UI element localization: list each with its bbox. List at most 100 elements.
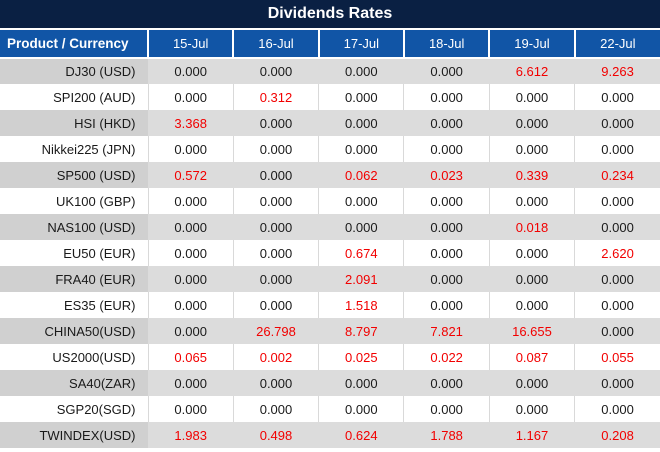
product-cell: FRA40 (EUR) [0, 266, 148, 292]
table-row: SGP20(SGD) 0.000 0.000 0.000 0.000 0.000 0.000 [0, 396, 660, 422]
dividend-value-cell: 0.000 [488, 370, 575, 396]
dividend-value-cell: 0.000 [232, 110, 319, 136]
table-row: Nikkei225 (JPN) 0.000 0.000 0.000 0.000 0.000… [0, 136, 660, 162]
dividend-value-cell: 0.000 [147, 188, 234, 214]
dividend-value-cell: 0.339 [488, 162, 575, 188]
dividend-value-cell: 0.000 [403, 214, 490, 240]
dividend-value-cell: 0.000 [403, 370, 490, 396]
table-row: CHINA50(USD) 0.000 26.798 8.797 7.821 16.655 0… [0, 318, 660, 344]
dividend-value-cell: 0.000 [574, 188, 660, 214]
header-row: Product / Currency 15-Jul 16-Jul 17-Jul 18-… [0, 30, 660, 59]
dividend-value-cell: 0.572 [147, 162, 234, 188]
dividend-value-cell: 0.065 [147, 344, 234, 370]
dividend-value-cell: 0.000 [574, 214, 660, 240]
dividend-value-cell: 0.624 [318, 422, 404, 448]
dividend-value-cell: 0.000 [318, 136, 404, 162]
dividend-value-cell: 0.312 [232, 84, 319, 110]
dividend-value-cell: 0.087 [488, 344, 575, 370]
dividend-value-cell: 0.000 [318, 110, 404, 136]
dividend-value-cell: 0.498 [232, 422, 319, 448]
table-row: SPI200 (AUD) 0.000 0.312 0.000 0.000 0.000 0.0… [0, 84, 660, 110]
dividend-value-cell: 0.000 [403, 266, 490, 292]
product-cell: SPI200 (AUD) [0, 84, 148, 110]
product-cell: SA40(ZAR) [0, 370, 148, 396]
dividend-value-cell: 0.000 [403, 136, 490, 162]
dividend-value-cell: 0.000 [488, 188, 575, 214]
table-row: US2000(USD) 0.065 0.002 0.025 0.022 0.087 0.05… [0, 344, 660, 370]
dividend-value-cell: 0.000 [147, 292, 234, 318]
dividend-value-cell: 0.000 [147, 396, 234, 422]
dividend-value-cell: 7.821 [403, 318, 490, 344]
dividend-value-cell: 0.000 [232, 188, 319, 214]
dividend-value-cell: 0.000 [318, 58, 404, 84]
dividend-value-cell: 0.062 [318, 162, 404, 188]
dividend-value-cell: 8.797 [318, 318, 404, 344]
dividend-value-cell: 0.000 [574, 292, 660, 318]
dividend-value-cell: 0.022 [403, 344, 490, 370]
dividend-value-cell: 0.674 [318, 240, 404, 266]
table-row: FRA40 (EUR) 0.000 0.000 2.091 0.000 0.000 0.00… [0, 266, 660, 292]
dividend-value-cell: 26.798 [232, 318, 319, 344]
dividend-value-cell: 2.091 [318, 266, 404, 292]
dividend-value-cell: 0.000 [488, 240, 575, 266]
table-row: DJ30 (USD) 0.000 0.000 0.000 0.000 6.612 9.263 [0, 58, 660, 84]
column-header-date: 16-Jul [232, 30, 319, 59]
product-cell: Nikkei225 (JPN) [0, 136, 148, 162]
table-row: UK100 (GBP) 0.000 0.000 0.000 0.000 0.000 0.00… [0, 188, 660, 214]
product-cell: TWINDEX(USD) [0, 422, 148, 448]
dividend-value-cell: 0.000 [403, 58, 490, 84]
dividend-value-cell: 0.000 [403, 396, 490, 422]
dividend-value-cell: 0.000 [147, 136, 234, 162]
dividend-value-cell: 0.000 [147, 58, 234, 84]
dividend-value-cell: 0.000 [574, 370, 660, 396]
dividend-value-cell: 0.000 [318, 84, 404, 110]
column-header-date: 15-Jul [146, 30, 234, 59]
dividend-value-cell: 0.000 [403, 84, 490, 110]
dividend-value-cell: 0.000 [232, 162, 319, 188]
product-cell: HSI (HKD) [0, 110, 148, 136]
dividend-value-cell: 0.000 [574, 318, 660, 344]
dividend-value-cell: 6.612 [488, 58, 575, 84]
table-row: HSI (HKD) 3.368 0.000 0.000 0.000 0.000 0.000 [0, 110, 660, 136]
dividend-value-cell: 16.655 [488, 318, 575, 344]
dividend-value-cell: 0.234 [574, 162, 660, 188]
dividend-value-cell: 0.000 [232, 266, 319, 292]
product-cell: UK100 (GBP) [0, 188, 148, 214]
dividend-value-cell: 0.000 [488, 292, 575, 318]
column-header-product: Product / Currency [0, 30, 148, 59]
dividend-value-cell: 0.000 [488, 84, 575, 110]
table-row: EU50 (EUR) 0.000 0.000 0.674 0.000 0.000 2.620 [0, 240, 660, 266]
column-header-date: 19-Jul [488, 30, 575, 59]
dividend-value-cell: 1.167 [488, 422, 575, 448]
dividend-value-cell: 0.000 [232, 396, 319, 422]
dividend-value-cell: 2.620 [574, 240, 660, 266]
dividend-value-cell: 0.000 [232, 214, 319, 240]
dividend-value-cell: 0.000 [318, 396, 404, 422]
dividend-value-cell: 0.000 [232, 370, 319, 396]
dividend-value-cell: 0.208 [574, 422, 660, 448]
product-cell: EU50 (EUR) [0, 240, 148, 266]
dividend-value-cell: 0.000 [574, 266, 660, 292]
dividend-value-cell: 0.000 [488, 266, 575, 292]
dividend-value-cell: 0.000 [403, 188, 490, 214]
column-header-date: 18-Jul [402, 30, 490, 59]
dividend-value-cell: 9.263 [574, 58, 660, 84]
dividend-value-cell: 0.023 [403, 162, 490, 188]
dividend-value-cell: 0.000 [574, 136, 660, 162]
dividend-value-cell: 1.788 [403, 422, 490, 448]
product-cell: ES35 (EUR) [0, 292, 148, 318]
dividend-value-cell: 0.002 [232, 344, 319, 370]
column-header-date: 22-Jul [573, 30, 660, 59]
table-row: NAS100 (USD) 0.000 0.000 0.000 0.000 0.018 0.0… [0, 214, 660, 240]
product-cell: SP500 (USD) [0, 162, 148, 188]
table-title: Dividends Rates [0, 0, 660, 30]
dividend-value-cell: 1.983 [147, 422, 234, 448]
dividend-value-cell: 0.000 [403, 110, 490, 136]
dividend-value-cell: 0.055 [574, 344, 660, 370]
dividend-value-cell: 3.368 [147, 110, 234, 136]
dividend-value-cell: 1.518 [318, 292, 404, 318]
product-cell: SGP20(SGD) [0, 396, 148, 422]
dividend-value-cell: 0.000 [147, 266, 234, 292]
column-header-date: 17-Jul [317, 30, 404, 59]
product-cell: US2000(USD) [0, 344, 148, 370]
